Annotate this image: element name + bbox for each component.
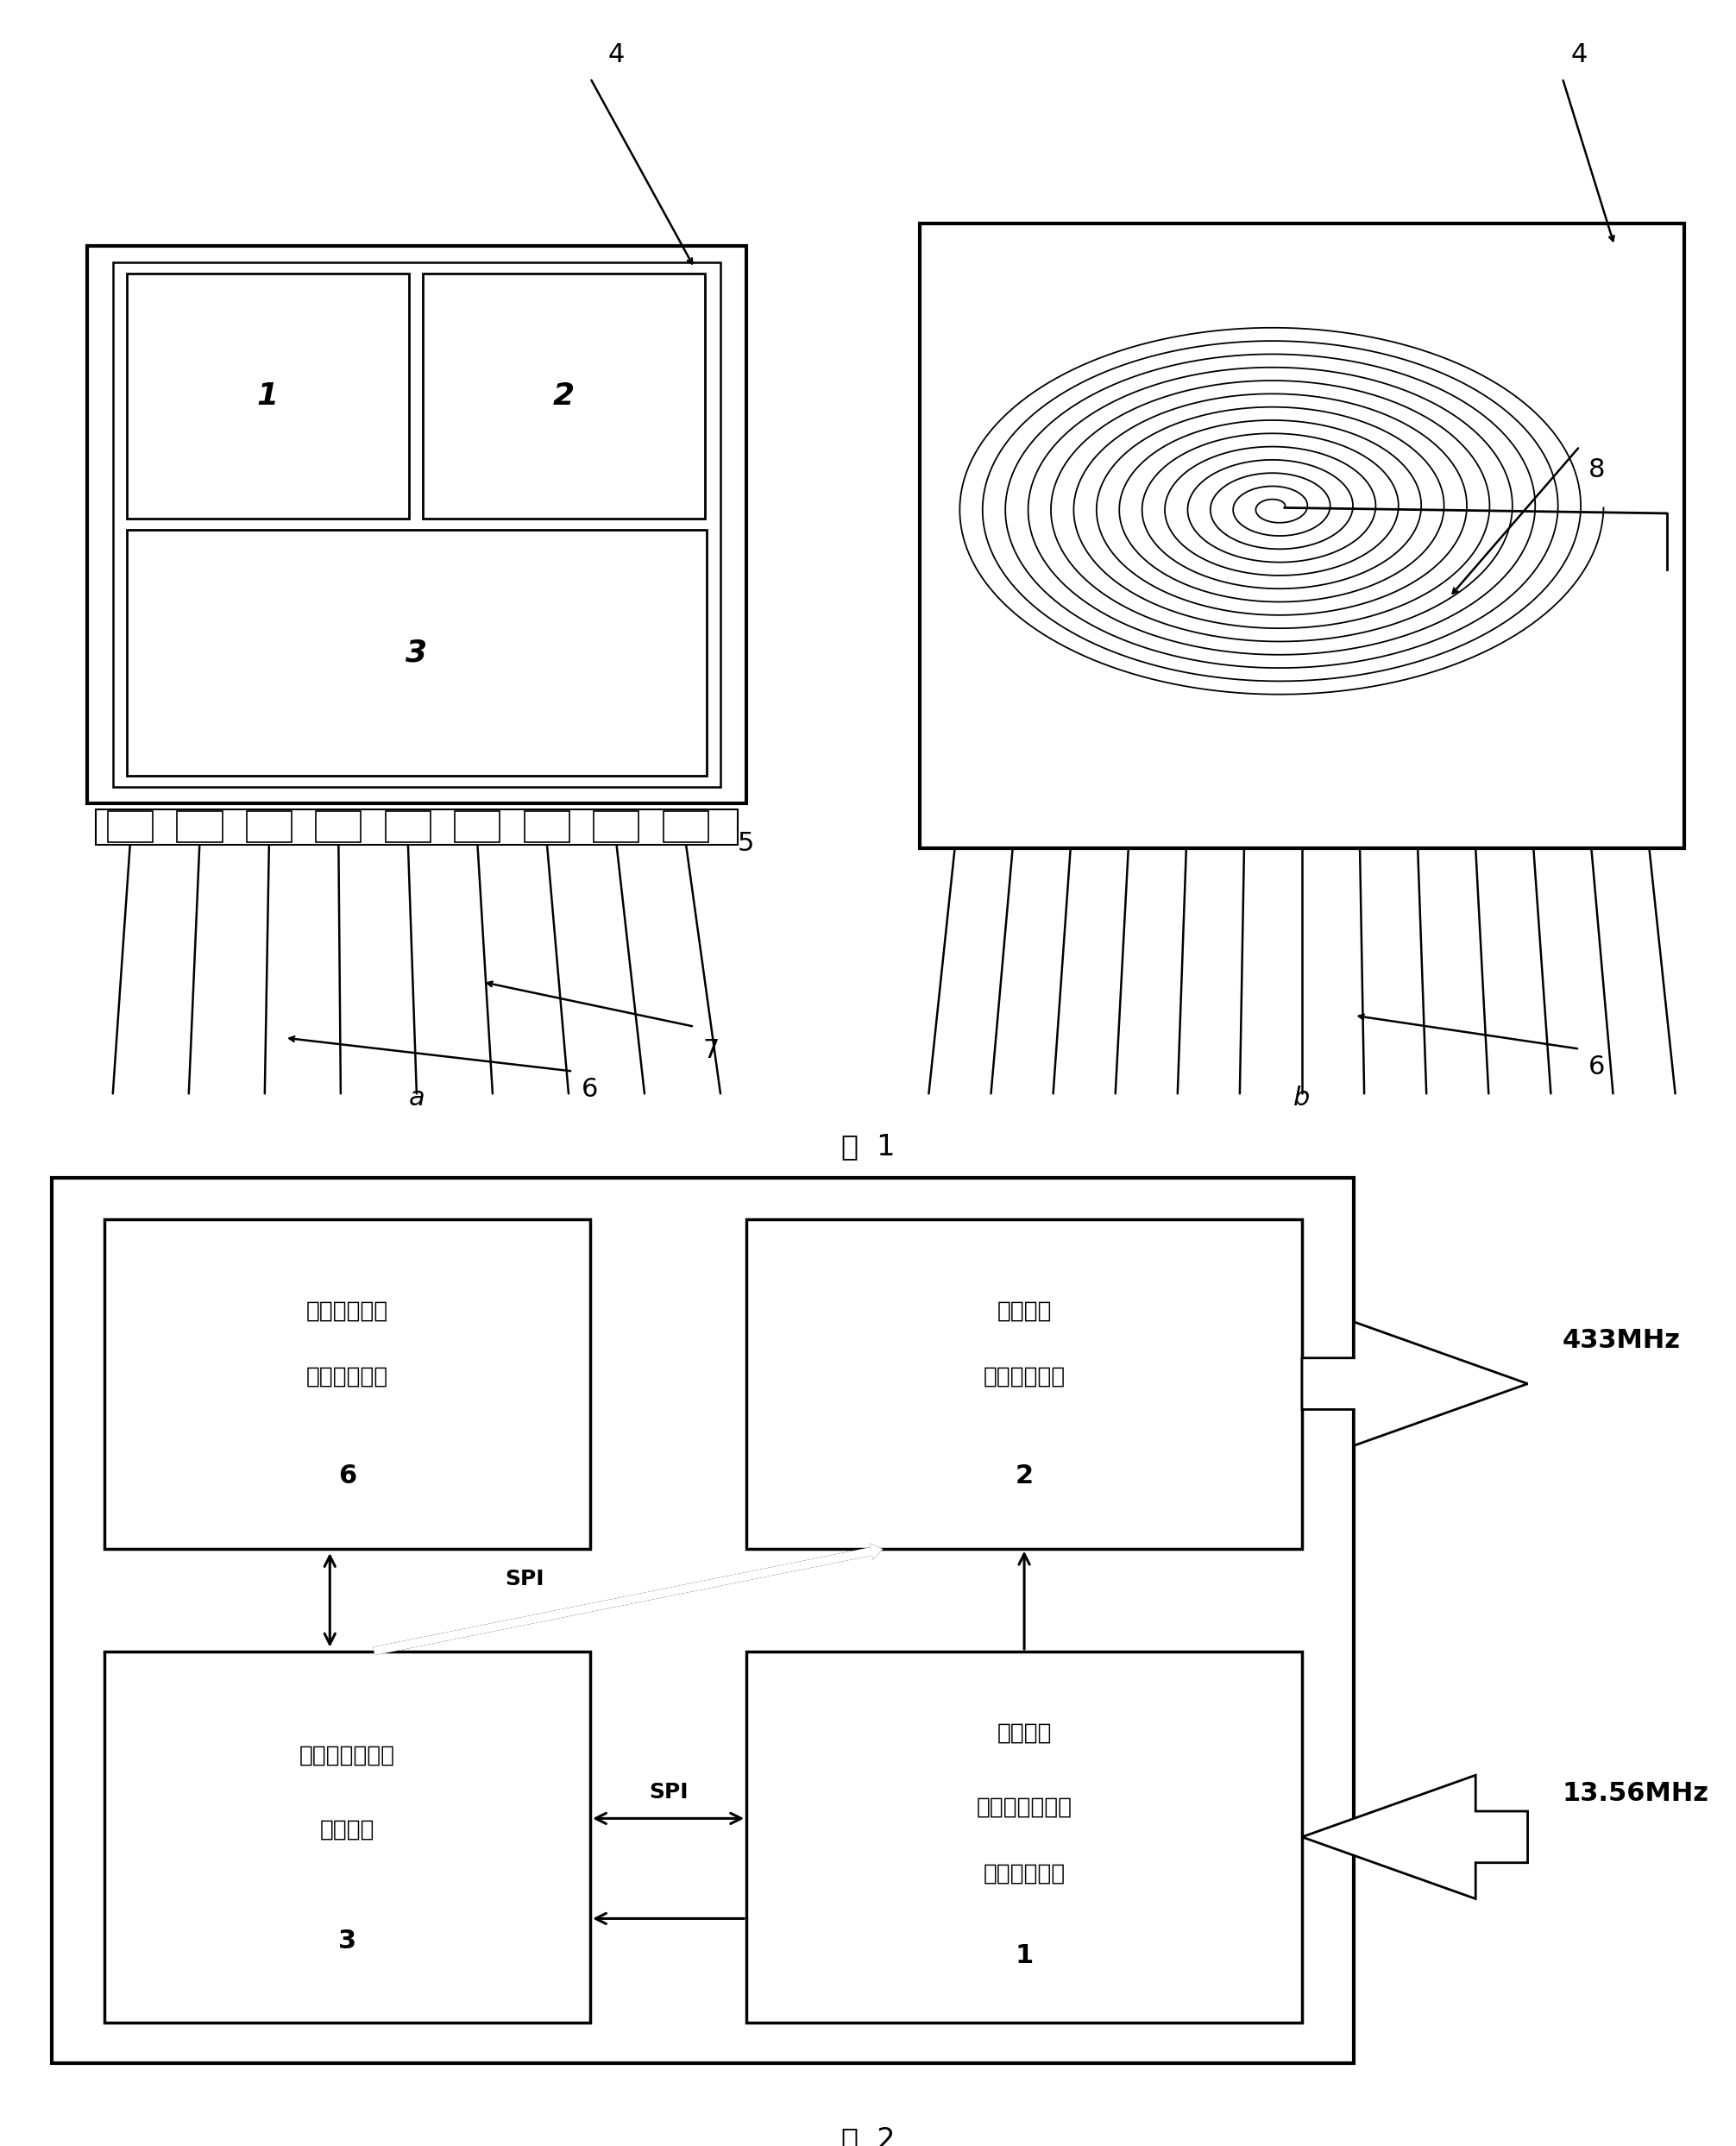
Text: 上行无线: 上行无线 (996, 1300, 1052, 1322)
Text: SPI: SPI (649, 1783, 687, 1803)
Bar (920, 223, 1684, 848)
Text: 3: 3 (339, 1929, 356, 1953)
Bar (746, 1652, 1302, 2022)
Text: 1: 1 (1016, 1942, 1033, 1968)
Text: b: b (1293, 1086, 1311, 1109)
Text: 1: 1 (257, 382, 278, 410)
Text: 2: 2 (554, 382, 575, 410)
Bar (316, 811, 361, 843)
Text: 3: 3 (406, 637, 427, 667)
Text: 6: 6 (582, 1077, 599, 1101)
Bar (87, 245, 746, 803)
Bar (104, 1652, 590, 2022)
Bar (127, 530, 707, 775)
Text: 图  2: 图 2 (840, 2125, 896, 2146)
Bar (104, 1219, 590, 1549)
Text: 7: 7 (703, 1039, 720, 1062)
Text: 脑神经电刺激和: 脑神经电刺激和 (299, 1745, 396, 1766)
Bar (95, 809, 738, 846)
Text: 神经微刺激和: 神经微刺激和 (306, 1300, 389, 1322)
Text: 6: 6 (1588, 1054, 1606, 1079)
Bar (108, 811, 153, 843)
Text: a: a (408, 1086, 425, 1109)
Bar (663, 811, 708, 843)
Text: 采集模块: 采集模块 (319, 1818, 375, 1841)
Bar (594, 811, 639, 843)
Text: 13.56MHz: 13.56MHz (1562, 1781, 1708, 1807)
Bar (113, 262, 720, 788)
Text: 采集电极阵列: 采集电极阵列 (306, 1367, 389, 1388)
Text: 4: 4 (608, 43, 625, 67)
Bar (746, 1219, 1302, 1549)
Text: 下行无线: 下行无线 (996, 1721, 1052, 1745)
Text: SPI: SPI (505, 1569, 543, 1590)
Text: 射频通讯模块: 射频通讯模块 (983, 1367, 1066, 1388)
Text: 5: 5 (738, 831, 755, 856)
Text: 图  1: 图 1 (840, 1133, 896, 1161)
Bar (424, 273, 705, 519)
Bar (524, 811, 569, 843)
Bar (385, 811, 431, 843)
Text: 6: 6 (339, 1464, 356, 1489)
Bar (52, 1178, 1354, 2064)
Bar (247, 811, 292, 843)
Bar (177, 811, 222, 843)
Bar (455, 811, 500, 843)
Text: 2: 2 (1016, 1464, 1033, 1489)
Polygon shape (1302, 1322, 1528, 1446)
Polygon shape (1302, 1775, 1528, 1899)
FancyArrowPatch shape (373, 1543, 884, 1655)
FancyArrowPatch shape (373, 1543, 884, 1655)
Text: 射频通讯及能量: 射频通讯及能量 (976, 1796, 1073, 1818)
Text: 耦合电源模块: 耦合电源模块 (983, 1863, 1066, 1886)
Bar (127, 273, 410, 519)
Text: 433MHz: 433MHz (1562, 1328, 1680, 1352)
Text: 8: 8 (1588, 457, 1606, 483)
Text: 4: 4 (1571, 43, 1588, 67)
